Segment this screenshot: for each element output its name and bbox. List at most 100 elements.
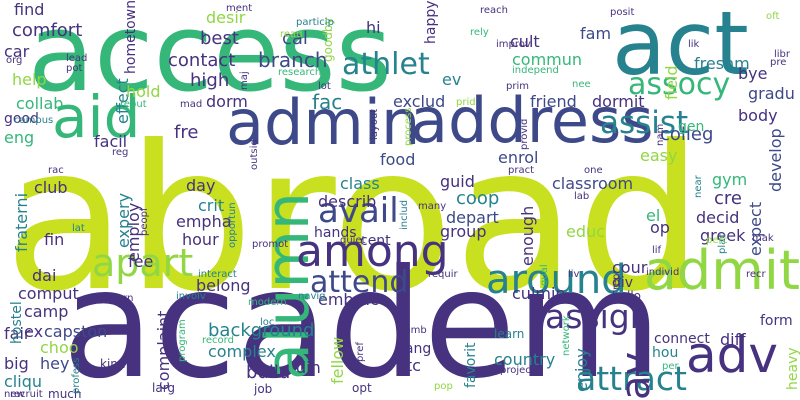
word-food: food: [380, 150, 416, 169]
word-oft: oft: [766, 11, 780, 22]
word-easy: easy: [640, 146, 678, 165]
word-develop: develop: [766, 128, 785, 192]
word-individ: individ: [646, 267, 680, 278]
word-apart: apart: [92, 241, 194, 285]
word-hi: hi: [366, 18, 381, 37]
word-profess: profess: [71, 357, 82, 394]
word-network: network: [561, 315, 572, 356]
word-independ: independ: [512, 65, 559, 76]
word-lead: lead: [66, 53, 88, 64]
word-car: car: [4, 42, 30, 61]
word-larg: larg: [152, 381, 176, 395]
word-numb: numb: [398, 325, 427, 336]
word-learn: learn: [494, 327, 525, 341]
word-much: much: [48, 387, 82, 400]
word-happy: happy: [423, 0, 439, 44]
word-dormit: dormit: [592, 92, 645, 111]
word-lat: lat: [72, 223, 85, 234]
word-cre: cre: [714, 188, 742, 209]
word-ment: ment: [226, 3, 253, 14]
word-cour: cour: [612, 258, 648, 277]
word-fin: fin: [44, 230, 65, 249]
word-involv: involv: [176, 291, 206, 302]
word-attend: attend: [310, 265, 409, 300]
word-reach: reach: [480, 5, 509, 16]
word-crit: crit: [198, 196, 225, 215]
word-opt: opt: [352, 381, 372, 395]
word-div: div: [612, 275, 634, 291]
word-hour: hour: [182, 230, 219, 249]
word-day: day: [186, 176, 216, 195]
word-assocy: assocy: [628, 67, 731, 102]
word-fair: fair: [4, 324, 31, 343]
word-improv: improv: [496, 39, 531, 50]
word-posit: posit: [610, 7, 635, 18]
word-athlet: athlet: [342, 47, 430, 82]
word-freshm: freshm: [694, 54, 750, 73]
word-el: el: [646, 206, 661, 225]
word-hey: hey: [40, 354, 70, 373]
word-research: research: [278, 67, 322, 78]
word-campus: campus: [14, 115, 54, 126]
word-recruit: recruit: [10, 389, 43, 400]
word-avail: avail: [318, 191, 399, 231]
word-enrol: enrol: [498, 148, 539, 167]
word-form: form: [760, 313, 793, 329]
word-facil: facil: [94, 132, 128, 151]
word-hello: hello: [612, 289, 641, 303]
word-find: find: [14, 0, 45, 19]
word-mak: mak: [752, 233, 774, 244]
word-din: din: [296, 358, 321, 377]
word-access: access: [28, 0, 392, 116]
word-pot: pot: [66, 63, 83, 74]
word-exclud: exclud: [393, 92, 446, 111]
word-class: class: [340, 174, 380, 193]
word-hands: hands: [314, 225, 357, 241]
word-reg: reg: [112, 147, 129, 158]
word-branch: branch: [258, 48, 328, 72]
word-prid: prid: [456, 97, 476, 108]
word-fraterni: fraterni: [12, 192, 31, 252]
word-intern: intern: [104, 293, 134, 304]
word-requir: requir: [428, 269, 458, 280]
word-dai: dai: [32, 266, 57, 285]
word-friend: friend: [530, 92, 577, 111]
word-build: build: [246, 362, 291, 383]
word-coop: coop: [456, 188, 500, 209]
word-pre: pre: [770, 57, 787, 68]
word-expery: expery: [114, 192, 133, 248]
word-complex: complex: [208, 342, 276, 361]
word-program: program: [177, 319, 188, 362]
word-comfort: comfort: [12, 20, 83, 41]
word-hold: hold: [126, 82, 161, 101]
word-diff: diff: [720, 330, 746, 349]
word-address: address: [410, 84, 654, 157]
word-enjoy: enjoy: [572, 348, 591, 392]
word-recr: recr: [746, 269, 766, 280]
word-good: good: [4, 111, 39, 127]
word-hang: hang: [396, 341, 432, 357]
word-group: group: [440, 222, 487, 241]
word-ex: ex: [24, 322, 44, 341]
word-prim: prim: [506, 81, 529, 92]
word-admin: admin: [226, 86, 421, 159]
word-rely: rely: [470, 27, 489, 38]
word-includ: includ: [399, 199, 410, 230]
word-hou: hou: [652, 345, 679, 361]
word-heavy: heavy: [785, 347, 800, 390]
word-modern: modern: [248, 297, 287, 308]
word-repr: repr: [611, 269, 622, 290]
word-academ: academ: [62, 238, 662, 400]
word-act: act: [612, 0, 749, 95]
word-lab: lab: [574, 191, 590, 202]
word-lot: lot: [318, 81, 331, 92]
word-hostel: hostel: [9, 301, 25, 344]
word-embrac: embrac: [318, 290, 379, 309]
word-hometown: hometown: [123, 0, 139, 75]
word-perc: perc: [706, 235, 728, 246]
word-new: new: [4, 389, 25, 400]
word-complaint: complaint: [154, 310, 173, 390]
word-culmin: culmin: [512, 284, 566, 303]
word-record: record: [202, 335, 234, 346]
